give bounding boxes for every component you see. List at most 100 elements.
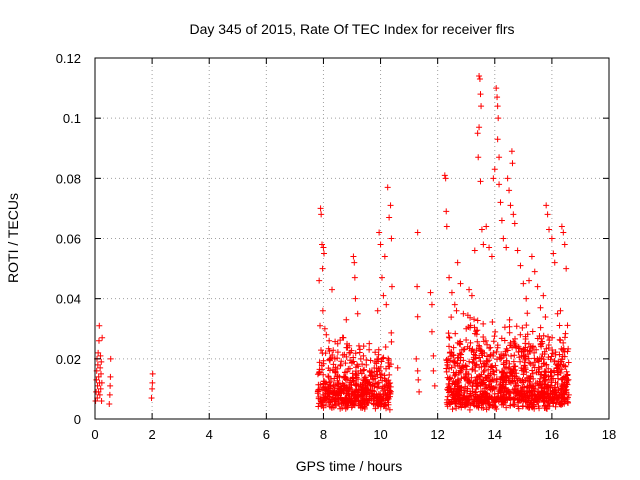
data-point [517, 331, 524, 338]
data-point [351, 400, 358, 407]
data-point [342, 395, 349, 402]
data-point [490, 368, 497, 375]
data-point [450, 344, 457, 351]
data-point [540, 375, 547, 382]
data-point [528, 253, 535, 260]
data-point [381, 385, 388, 392]
data-point [467, 339, 474, 346]
data-point [448, 353, 455, 360]
data-point [495, 115, 502, 122]
data-point [460, 310, 467, 317]
data-point [525, 340, 532, 347]
data-point [500, 398, 507, 405]
data-point [357, 367, 364, 374]
x-tick-label: 10 [373, 427, 387, 442]
data-point [366, 379, 373, 386]
data-point [511, 220, 518, 227]
x-tick-label: 0 [91, 427, 98, 442]
data-point [522, 333, 529, 340]
data-point [491, 333, 498, 340]
data-point [340, 334, 347, 341]
data-point [487, 363, 494, 370]
data-point [485, 384, 492, 391]
data-point [342, 360, 349, 367]
y-tick-label: 0.04 [56, 292, 81, 307]
data-point [414, 367, 421, 374]
data-point [377, 363, 384, 370]
data-point [368, 370, 375, 377]
data-point [470, 354, 477, 361]
data-point [493, 367, 500, 374]
data-point [531, 349, 538, 356]
data-point [361, 404, 368, 411]
data-point [506, 375, 513, 382]
data-point [448, 314, 455, 321]
data-point [562, 330, 569, 337]
data-point [387, 379, 394, 386]
data-point [331, 375, 338, 382]
data-point [456, 386, 463, 393]
data-point [459, 395, 466, 402]
data-point [317, 322, 324, 329]
data-point [343, 344, 350, 351]
data-point [472, 389, 479, 396]
data-point [523, 322, 530, 329]
data-point [508, 148, 515, 155]
data-point [149, 385, 156, 392]
data-point [448, 289, 455, 296]
data-point [540, 292, 547, 299]
data-point [469, 366, 476, 373]
data-point [460, 357, 467, 364]
data-point [360, 343, 367, 350]
data-point [415, 376, 422, 383]
data-point [510, 395, 517, 402]
data-point [517, 392, 524, 399]
data-point [554, 371, 561, 378]
data-point [346, 365, 353, 372]
data-point [560, 398, 567, 405]
data-point [442, 175, 449, 182]
data-point [386, 393, 393, 400]
data-point [557, 370, 564, 377]
data-point [517, 358, 524, 365]
data-point [503, 404, 510, 411]
data-point [541, 381, 548, 388]
data-point [95, 373, 102, 380]
data-point [454, 359, 461, 366]
data-point [453, 390, 460, 397]
data-point [474, 317, 481, 324]
data-point [375, 356, 382, 363]
data-point [464, 343, 471, 350]
data-point [346, 379, 353, 386]
data-point [565, 391, 572, 398]
data-point [98, 358, 105, 365]
data-point [541, 388, 548, 395]
data-point [540, 360, 547, 367]
data-point [448, 364, 455, 371]
data-point [356, 346, 363, 353]
data-point [505, 364, 512, 371]
data-point [326, 348, 333, 355]
data-point [351, 274, 358, 281]
data-point [513, 345, 520, 352]
data-point [523, 295, 530, 302]
data-point [452, 330, 459, 337]
data-point [444, 361, 451, 368]
data-point [470, 349, 477, 356]
data-point [369, 382, 376, 389]
data-point [508, 352, 515, 359]
data-point [543, 202, 550, 209]
data-point [334, 340, 341, 347]
data-point [106, 400, 113, 407]
data-point [550, 250, 557, 257]
data-point [478, 226, 485, 233]
data-point [370, 400, 377, 407]
data-point [478, 103, 485, 110]
data-point [554, 397, 561, 404]
data-point [414, 229, 421, 236]
data-point [516, 354, 523, 361]
data-point [519, 324, 526, 331]
data-point [334, 389, 341, 396]
data-point [350, 354, 357, 361]
data-point [483, 406, 490, 413]
